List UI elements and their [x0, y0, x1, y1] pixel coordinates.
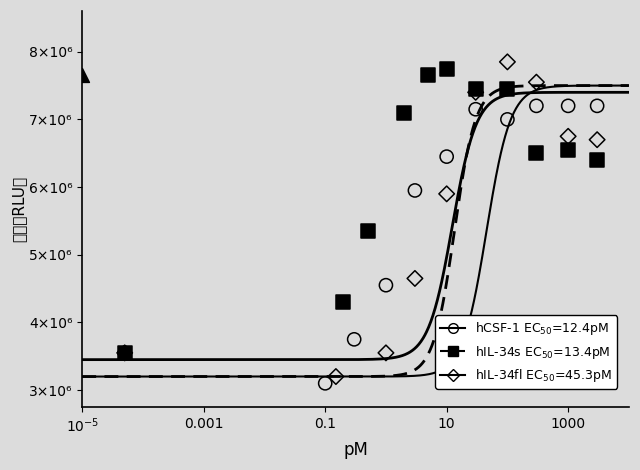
Point — [502, 85, 513, 93]
Point — [410, 274, 420, 282]
Point — [362, 227, 372, 235]
Point — [531, 102, 541, 110]
Legend: hCSF-1 EC$_{50}$=12.4pM, hIL-34s EC$_{50}$=13.4pM, hIL-34fl EC$_{50}$=45.3pM: hCSF-1 EC$_{50}$=12.4pM, hIL-34s EC$_{50… — [435, 315, 617, 389]
Point — [381, 282, 391, 289]
Point — [399, 109, 410, 117]
Point — [331, 373, 341, 380]
Point — [592, 136, 602, 143]
Point — [339, 298, 349, 306]
Point — [381, 349, 391, 357]
Point — [563, 146, 573, 154]
Point — [77, 71, 87, 79]
Point — [502, 116, 513, 123]
Point — [531, 149, 541, 157]
Point — [442, 190, 452, 197]
Point — [442, 65, 452, 72]
Point — [320, 380, 330, 387]
Point — [592, 156, 602, 164]
Y-axis label: 発光（RLU）: 発光（RLU） — [11, 176, 26, 242]
Point — [470, 105, 481, 113]
Point — [120, 349, 130, 357]
Point — [410, 187, 420, 194]
Point — [120, 349, 130, 357]
Point — [563, 102, 573, 110]
Point — [442, 153, 452, 160]
Point — [563, 133, 573, 140]
Point — [470, 88, 481, 96]
Point — [423, 71, 433, 79]
Point — [120, 349, 130, 357]
Point — [592, 102, 602, 110]
Point — [531, 78, 541, 86]
Point — [349, 336, 359, 343]
X-axis label: pM: pM — [343, 441, 368, 459]
Point — [120, 349, 130, 357]
Point — [502, 58, 513, 66]
Point — [470, 85, 481, 93]
